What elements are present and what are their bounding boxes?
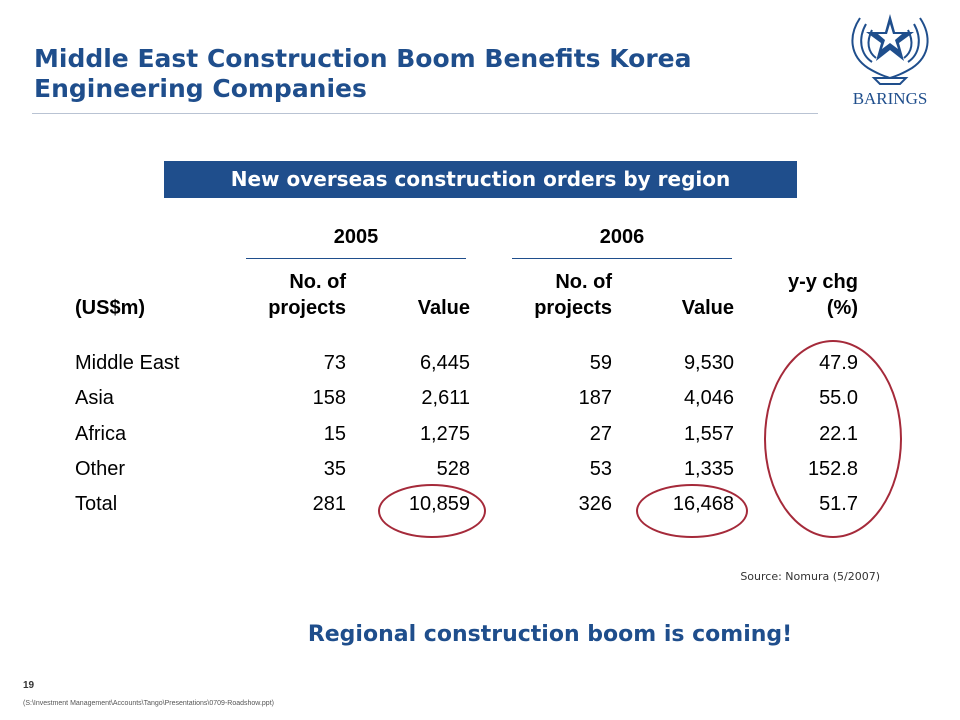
page-number: 19: [23, 680, 35, 691]
value-2006-cell: 9,530: [683, 352, 734, 374]
value-2006-cell: 1,557: [683, 423, 734, 445]
value-2005-cell: 6,445: [419, 352, 470, 374]
value-2005-cell: 2,611: [421, 387, 470, 409]
highlight-circle-2005: [378, 484, 486, 538]
source-note: Source: Nomura (5/2007): [740, 570, 880, 583]
value-2006-cell: 16,468: [672, 493, 734, 515]
tagline: Regional construction boom is coming!: [307, 622, 793, 647]
chg-cell: 152.8: [807, 458, 858, 480]
value-2005-cell: 528: [436, 458, 470, 480]
title-line-2: Engineering Companies: [34, 74, 367, 103]
highlight-circle-2006: [636, 484, 748, 538]
projects-2006-cell: 27: [589, 423, 612, 445]
value-2005-cell: 1,275: [419, 423, 470, 445]
title-line-1: Middle East Construction Boom Benefits K…: [34, 44, 692, 73]
year-2006-rule: [512, 258, 732, 259]
projects-2006-header-l2: projects: [534, 297, 612, 319]
unit-header: (US$m): [75, 297, 146, 319]
projects-2005-cell: 15: [323, 423, 346, 445]
logo-wordmark: BARINGS: [853, 89, 928, 108]
projects-2006-cell: 326: [578, 493, 612, 515]
projects-2006-cell: 53: [589, 458, 612, 480]
title-divider: [32, 113, 818, 114]
projects-2005-cell: 73: [323, 352, 346, 374]
value-2005-cell: 10,859: [408, 493, 470, 515]
chg-header-l2: (%): [826, 297, 858, 319]
projects-2005-cell: 35: [323, 458, 346, 480]
region-cell: Total: [75, 493, 118, 515]
barings-logo: BARINGS: [851, 14, 929, 108]
value-2006-cell: 4,046: [683, 387, 734, 409]
section-banner: New overseas construction orders by regi…: [164, 161, 797, 198]
chg-cell: 55.0: [819, 387, 858, 409]
value-2005-header: Value: [417, 297, 470, 319]
projects-2005-cell: 158: [312, 387, 346, 409]
projects-2005-header-l2: projects: [268, 297, 346, 319]
value-2006-cell: 1,335: [683, 458, 734, 480]
file-path: (S:\Investment Management\Accounts\Tango…: [23, 700, 274, 707]
projects-2005-header-l1: No. of: [289, 271, 346, 293]
page-title: Middle East Construction Boom Benefits K…: [34, 44, 814, 104]
year-2005-rule: [246, 258, 466, 259]
highlight-circle-chg: [764, 340, 902, 538]
region-cell: Africa: [75, 423, 127, 445]
chg-cell: 51.7: [819, 493, 858, 515]
projects-2006-cell: 59: [589, 352, 612, 374]
region-cell: Other: [75, 458, 126, 480]
projects-2005-cell: 281: [312, 493, 346, 515]
year-2006-header: 2006: [599, 226, 645, 248]
projects-2006-header-l1: No. of: [555, 271, 612, 293]
year-2005-header: 2005: [333, 226, 379, 248]
chg-cell: 47.9: [819, 352, 858, 374]
projects-2006-cell: 187: [578, 387, 612, 409]
region-cell: Middle East: [75, 352, 180, 374]
chg-header-l1: y-y chg: [787, 271, 858, 293]
chg-cell: 22.1: [819, 423, 858, 445]
value-2006-header: Value: [681, 297, 734, 319]
region-cell: Asia: [75, 387, 114, 409]
